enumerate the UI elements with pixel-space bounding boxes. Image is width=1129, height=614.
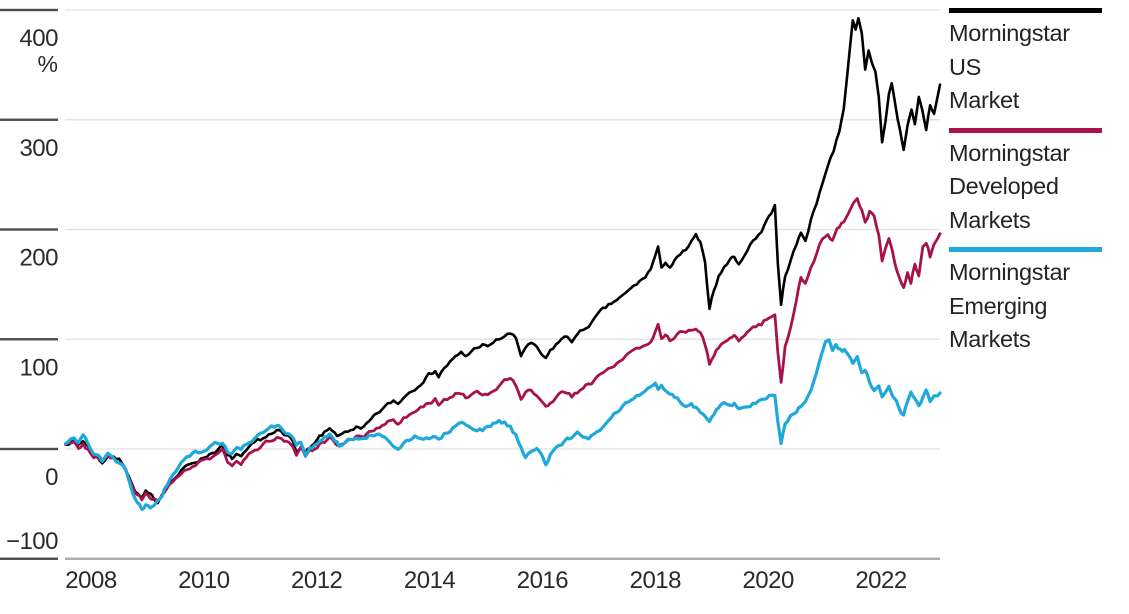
series-line-us-market <box>64 16 942 505</box>
y-tick <box>0 447 58 451</box>
legend-label: Market <box>949 87 1020 113</box>
x-tick-label: 2016 <box>517 567 569 594</box>
x-tick-label: 2012 <box>291 567 343 594</box>
legend-label: US <box>949 53 982 80</box>
legend-label: Markets <box>949 326 1031 352</box>
legend-label: Morningstar <box>949 259 1070 285</box>
legend-label: Markets <box>949 206 1031 233</box>
x-tick-label: 2014 <box>404 567 456 594</box>
y-tick <box>0 228 58 231</box>
x-tick-label: 2022 <box>855 567 907 594</box>
series-line-developed-markets <box>64 197 942 502</box>
y-axis-unit: % <box>38 51 58 77</box>
y-tick-label: −100 <box>6 528 58 555</box>
chart-legend: Morningstar US Market Morningstar Develo… <box>949 8 1102 367</box>
y-tick <box>0 557 58 560</box>
y-gridline <box>65 228 940 231</box>
legend-swatch-emerging-markets <box>949 247 1102 252</box>
legend-label: Morningstar <box>949 139 1070 166</box>
legend-swatch-us-market <box>949 8 1102 13</box>
legend-label: Morningstar <box>949 20 1070 46</box>
legend-item-developed-markets: Morningstar Developed Markets <box>949 127 1102 238</box>
y-tick-label: 300 <box>19 135 58 162</box>
legend-label: Emerging <box>949 292 1048 319</box>
y-gridline <box>65 119 940 121</box>
y-gridline <box>65 9 940 11</box>
y-tick <box>0 8 58 12</box>
y-tick <box>0 118 58 121</box>
y-tick-label: 400 <box>19 25 58 52</box>
y-tick-label: 200 <box>19 245 58 272</box>
series-line-emerging-markets <box>63 338 942 511</box>
y-tick <box>0 338 58 341</box>
y-tick-label: 0 <box>45 464 58 491</box>
x-tick-label: 2010 <box>178 567 230 594</box>
x-tick-label: 2008 <box>65 567 117 594</box>
x-tick-label: 2018 <box>630 567 682 594</box>
legend-swatch-developed-markets <box>949 127 1102 133</box>
y-gridline <box>65 448 940 450</box>
x-axis-line <box>65 557 940 560</box>
y-tick-label: 100 <box>19 354 58 381</box>
legend-item-us-market: Morningstar US Market <box>949 8 1102 118</box>
x-tick-label: 2020 <box>742 567 794 594</box>
legend-item-emerging-markets: Morningstar Emerging Markets <box>949 247 1102 357</box>
legend-label: Developed <box>949 173 1059 199</box>
